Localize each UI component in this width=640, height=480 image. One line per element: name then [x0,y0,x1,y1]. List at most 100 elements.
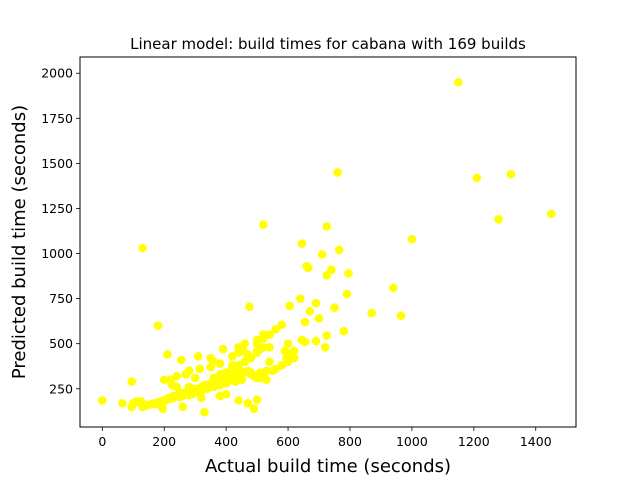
data-point [297,239,307,248]
data-point [237,371,246,381]
scatter-points [97,77,556,417]
data-point [249,404,259,413]
data-point [181,370,191,379]
data-point [153,321,163,330]
data-point [243,398,253,408]
data-point [238,346,248,356]
data-point [127,377,137,386]
data-point [178,402,188,412]
data-point [506,169,516,179]
data-point [252,335,262,345]
data-point [546,209,556,219]
data-point [231,371,240,381]
data-point [158,404,167,413]
data-point [258,343,268,352]
data-point [311,298,321,308]
data-point [240,357,250,367]
data-point [334,245,344,255]
plot-frame [79,56,577,428]
data-point [265,330,274,339]
data-point [282,353,291,363]
data-point [218,344,228,354]
data-point [176,355,186,365]
data-point [454,77,463,87]
data-point [339,326,349,336]
data-point [187,384,197,394]
y-axis-ticks: 250 500 750 1000 1250 1500 1750 2000 [41,66,80,396]
data-point [159,375,169,385]
data-point [138,243,147,253]
data-point [224,375,234,385]
data-point [163,350,172,359]
y-tick-label: 750 [49,291,73,306]
data-point [167,380,177,390]
y-tick-label: 1000 [41,246,73,261]
data-point [494,214,503,224]
data-point [252,395,262,404]
data-point [193,352,203,361]
data-point [265,357,274,367]
data-point [175,388,184,397]
y-axis-label: Predicted build time (seconds) [9,105,30,379]
data-point [283,339,293,349]
data-point [172,371,181,381]
data-point [228,352,237,361]
data-point [389,283,398,293]
data-point [297,335,307,345]
y-tick-label: 1500 [41,156,73,171]
data-point [305,306,315,316]
data-point [303,263,313,273]
x-tick-label: 200 [152,434,176,449]
x-tick-label: 400 [214,434,238,449]
data-point [396,311,406,321]
x-tick-label: 1000 [396,434,428,449]
data-point [265,343,274,352]
x-axis-label: Actual build time (seconds) [205,456,451,477]
y-tick-label: 1750 [41,111,73,126]
y-tick-label: 250 [49,381,73,396]
data-point [314,314,324,323]
data-point [234,396,243,405]
x-tick-label: 800 [338,434,362,449]
chart-title: Linear model: build times for cabana wit… [130,35,526,53]
data-point [311,336,321,346]
data-point [215,359,225,368]
data-point [342,289,352,299]
data-point [330,303,339,312]
data-point [195,364,205,374]
data-point [206,362,215,372]
x-tick-label: 0 [98,434,106,449]
data-point [136,397,146,406]
x-tick-label: 600 [276,434,300,449]
y-tick-label: 1250 [41,201,73,216]
data-point [333,168,342,177]
data-point [472,173,482,183]
data-point [190,373,200,383]
data-point [322,270,332,280]
data-point [285,301,294,311]
data-point [127,402,137,412]
x-axis-ticks: 0 200 400 600 800 1000 1200 1400 [98,427,552,449]
y-tick-label: 2000 [41,66,73,81]
data-point [200,407,209,417]
data-point [258,220,268,229]
data-point [97,396,107,405]
x-tick-label: 1200 [458,434,490,449]
data-point [243,366,253,376]
x-tick-label: 1400 [520,434,552,449]
data-point [197,393,206,403]
y-tick-label: 500 [49,336,73,351]
data-point [262,366,271,376]
data-point [258,330,268,339]
data-point [271,324,280,334]
data-point [407,234,417,244]
data-point [277,320,287,330]
data-point [322,331,332,340]
data-point [246,353,256,363]
data-point [300,317,310,327]
data-point [142,400,152,410]
data-point [215,391,225,401]
data-point [296,294,305,303]
